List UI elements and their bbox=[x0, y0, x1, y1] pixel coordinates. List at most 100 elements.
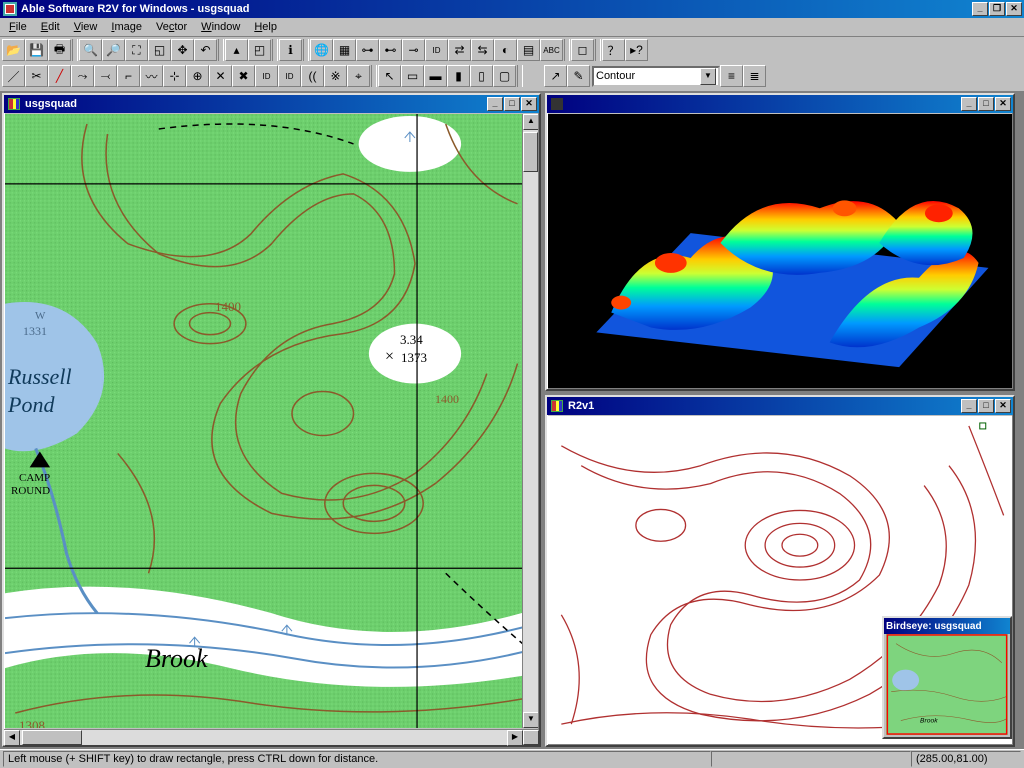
rays-button[interactable]: ※ bbox=[324, 65, 347, 87]
box-d-button[interactable]: ▯ bbox=[470, 65, 493, 87]
close-button[interactable]: ✕ bbox=[1006, 2, 1022, 16]
split-button[interactable]: ✂ bbox=[25, 65, 48, 87]
status-hint: Left mouse (+ SHIFT key) to draw rectang… bbox=[3, 751, 711, 767]
merge-button[interactable]: ⤳ bbox=[71, 65, 94, 87]
menu-help[interactable]: Help bbox=[247, 19, 284, 35]
node-c-button[interactable]: ⊸ bbox=[402, 39, 425, 61]
polyline-button[interactable]: ／ bbox=[2, 65, 25, 87]
text-button[interactable]: ABC bbox=[540, 39, 563, 61]
cut-button[interactable]: ✕ bbox=[209, 65, 232, 87]
zoom-fit-button[interactable]: ⛶ bbox=[125, 39, 148, 61]
blank-button[interactable]: ◻ bbox=[571, 39, 594, 61]
print-button[interactable]: 🖶 bbox=[48, 39, 71, 61]
map-canvas[interactable]: RussellPond1331W14003.34×13731400CAMPROU… bbox=[5, 114, 538, 728]
minimize-button[interactable]: _ bbox=[972, 2, 988, 16]
node-b-button[interactable]: ⊷ bbox=[379, 39, 402, 61]
node-a-button[interactable]: ⊶ bbox=[356, 39, 379, 61]
join-button[interactable]: ⤙ bbox=[94, 65, 117, 87]
smooth-button[interactable]: 〰 bbox=[140, 65, 163, 87]
tool-id-button[interactable]: ID bbox=[425, 39, 448, 61]
box-a-button[interactable]: ▭ bbox=[401, 65, 424, 87]
layer-combo-value: Contour bbox=[596, 70, 635, 82]
node-edit-button[interactable]: ⊹ bbox=[163, 65, 186, 87]
info-button[interactable]: ℹ bbox=[279, 39, 302, 61]
tool-val-button[interactable]: ⇄ bbox=[448, 39, 471, 61]
corner-button[interactable]: ⌐ bbox=[117, 65, 140, 87]
undo-button[interactable]: ↶ bbox=[194, 39, 217, 61]
id-b-button[interactable]: ID bbox=[278, 65, 301, 87]
node-add-button[interactable]: ⊕ bbox=[186, 65, 209, 87]
map-label: 3.34 bbox=[400, 332, 423, 348]
cross-button[interactable]: ✖ bbox=[232, 65, 255, 87]
menu-view[interactable]: View bbox=[67, 19, 105, 35]
arrow-button[interactable]: ↖ bbox=[378, 65, 401, 87]
select-button[interactable]: ◰ bbox=[248, 39, 271, 61]
box-e-button[interactable]: ▢ bbox=[493, 65, 516, 87]
map-scrollbar-v[interactable]: ▲ ▼ bbox=[522, 114, 538, 728]
scroll-left-icon[interactable]: ◀ bbox=[4, 730, 20, 746]
menu-file[interactable]: File bbox=[2, 19, 34, 35]
save-button[interactable]: 💾 bbox=[25, 39, 48, 61]
3d-close-button[interactable]: ✕ bbox=[995, 97, 1011, 111]
open-button[interactable]: 📂 bbox=[2, 39, 25, 61]
layer-b-button[interactable]: ≣ bbox=[743, 65, 766, 87]
menu-edit[interactable]: Edit bbox=[34, 19, 67, 35]
map-close-button[interactable]: ✕ bbox=[521, 97, 537, 111]
map-label: 1400 bbox=[435, 392, 459, 407]
box-c-button[interactable]: ▮ bbox=[447, 65, 470, 87]
scroll-thumb-v[interactable] bbox=[523, 132, 538, 172]
vector-minimize-button[interactable]: _ bbox=[961, 399, 977, 413]
context-help-button[interactable]: ▸? bbox=[625, 39, 648, 61]
3d-canvas[interactable] bbox=[548, 114, 1012, 388]
snap-button[interactable]: ⌖ bbox=[347, 65, 370, 87]
map-label: 1308 bbox=[19, 718, 45, 728]
map-minimize-button[interactable]: _ bbox=[487, 97, 503, 111]
scroll-up-icon[interactable]: ▲ bbox=[523, 114, 538, 130]
hash-button[interactable]: ▤ bbox=[517, 39, 540, 61]
box-b-button[interactable]: ▬ bbox=[424, 65, 447, 87]
help-button[interactable]: ？ bbox=[602, 39, 625, 61]
pan-button[interactable]: ✥ bbox=[171, 39, 194, 61]
map-scrollbar-h[interactable]: ◀ ▶ bbox=[4, 729, 539, 745]
toolbar-vector: ／ ✂ ╱ ⤳ ⤙ ⌐ 〰 ⊹ ⊕ ✕ ✖ ID ID (( ※ ⌖ ↖ ▭ ▬… bbox=[0, 63, 1024, 89]
cursor-pick-button[interactable]: ↗ bbox=[544, 65, 567, 87]
window-birdseye[interactable]: Birdseye: usgsquad Brook bbox=[882, 616, 1012, 739]
menu-window[interactable]: Window bbox=[194, 19, 247, 35]
trace-button[interactable]: (( bbox=[301, 65, 324, 87]
zoom-in-button[interactable]: 🔍 bbox=[79, 39, 102, 61]
tool-a-button[interactable]: ◐ bbox=[494, 39, 517, 61]
line-red-button[interactable]: ╱ bbox=[48, 65, 71, 87]
birdseye-canvas[interactable]: Brook bbox=[886, 634, 1008, 735]
window-3d[interactable]: _ □ ✕ bbox=[545, 93, 1015, 391]
zoom-out-button[interactable]: 🔎 bbox=[102, 39, 125, 61]
vector-close-button[interactable]: ✕ bbox=[995, 399, 1011, 413]
menu-vector[interactable]: Vector bbox=[149, 19, 194, 35]
dropper-button[interactable]: ✎ bbox=[567, 65, 590, 87]
pointer-button[interactable]: ▴ bbox=[225, 39, 248, 61]
toolbar-main: 📂 💾 🖶 🔍 🔎 ⛶ ◱ ✥ ↶ ▴ ◰ ℹ 🌐 ▦ ⊶ ⊷ ⊸ ID ⇄ ⇆… bbox=[0, 37, 1024, 63]
zoom-region-button[interactable]: ◱ bbox=[148, 39, 171, 61]
map-maximize-button[interactable]: □ bbox=[504, 97, 520, 111]
window-map[interactable]: usgsquad _ □ ✕ bbox=[2, 93, 541, 747]
globe-button[interactable]: 🌐 bbox=[310, 39, 333, 61]
menu-image[interactable]: Image bbox=[104, 19, 149, 35]
scroll-right-icon[interactable]: ▶ bbox=[507, 730, 523, 746]
app-titlebar: Able Software R2V for Windows - usgsquad… bbox=[0, 0, 1024, 18]
vector-window-icon bbox=[549, 398, 565, 414]
grid-button[interactable]: ▦ bbox=[333, 39, 356, 61]
map-window-title: usgsquad bbox=[25, 98, 487, 110]
svg-text:Brook: Brook bbox=[920, 717, 938, 724]
tool-v2-button[interactable]: ⇆ bbox=[471, 39, 494, 61]
layer-a-button[interactable]: ≡ bbox=[720, 65, 743, 87]
3d-minimize-button[interactable]: _ bbox=[961, 97, 977, 111]
layer-combo[interactable]: Contour ▼ bbox=[592, 66, 720, 87]
combo-dropdown-icon[interactable]: ▼ bbox=[700, 68, 716, 85]
id-a-button[interactable]: ID bbox=[255, 65, 278, 87]
scroll-thumb-h[interactable] bbox=[22, 730, 82, 745]
restore-button[interactable]: ❐ bbox=[989, 2, 1005, 16]
map-label: 1373 bbox=[401, 350, 427, 366]
scroll-down-icon[interactable]: ▼ bbox=[523, 712, 538, 728]
app-icon bbox=[2, 1, 18, 17]
3d-maximize-button[interactable]: □ bbox=[978, 97, 994, 111]
vector-maximize-button[interactable]: □ bbox=[978, 399, 994, 413]
